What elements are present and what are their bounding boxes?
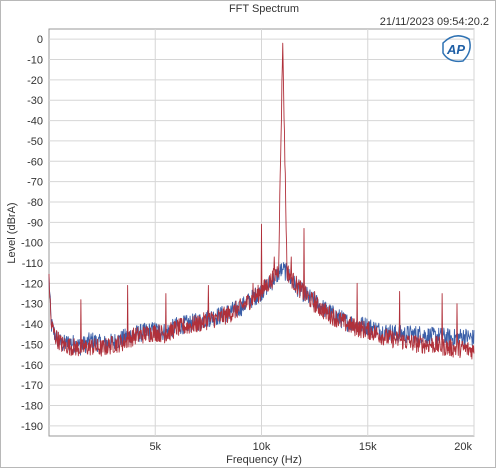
y-tick-label: -140 [21,319,43,331]
y-tick-label: -90 [27,217,43,229]
y-tick-label: -80 [27,197,43,209]
y-tick-label: -180 [21,400,43,412]
x-tick-label: 20k [454,441,472,453]
series-line-2 [48,42,475,360]
y-tick-label: -60 [27,156,43,168]
ap-logo-text: AP [446,42,465,57]
y-tick-label: -70 [27,177,43,189]
y-tick-label: -100 [21,238,43,250]
x-tick-label: 10k [253,441,271,453]
series-group [48,42,475,360]
y-tick-label: -50 [27,136,43,148]
x-tick-label: 5k [149,441,161,453]
ap-logo-swoosh [442,35,471,63]
x-axis-label: Frequency (Hz) [226,454,302,466]
timestamp: 21/11/2023 09:54:20.2 [380,16,489,28]
y-tick-label: -10 [27,55,43,67]
x-tick-labels: 5k 10k 15k 20k [149,441,472,453]
y-axis-label: Level (dBrA) [6,202,18,263]
y-tick-label: -110 [22,258,43,270]
y-tick-label: -120 [21,278,43,290]
y-tick-label: -30 [27,95,43,107]
x-tick-label: 15k [359,441,377,453]
y-tick-label: -160 [21,360,43,372]
chart-title: FFT Spectrum [229,3,299,15]
y-tick-label: -190 [21,421,43,433]
y-tick-label: -20 [27,75,43,87]
y-tick-label: -150 [21,339,43,351]
y-tick-label: -170 [21,380,43,392]
ap-logo: AP [442,35,471,63]
y-tick-label: 0 [37,34,43,46]
y-tick-label: -40 [27,116,43,128]
y-tick-label: -130 [21,299,43,311]
grid-lines [49,29,475,436]
y-tick-labels: 0 -10 -20 -30 -40 -50 -60 -70 -80 -90 -100 -110 -120… [21,34,43,433]
